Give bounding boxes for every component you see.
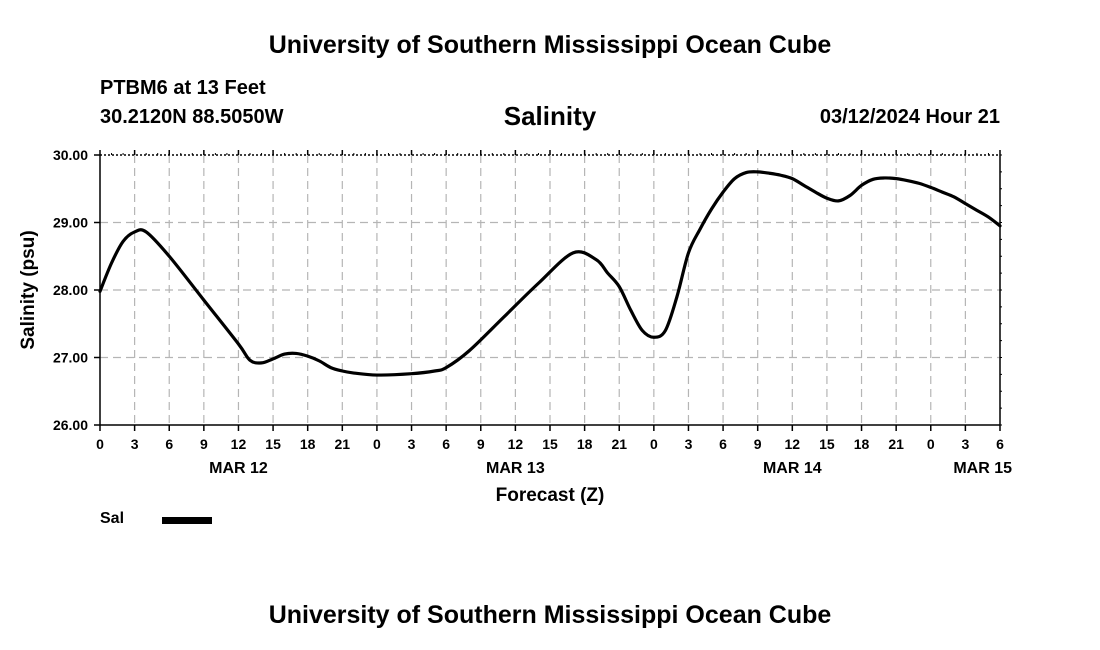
x-tick-label: 0 [927, 436, 935, 452]
page-title: University of Southern Mississippi Ocean… [268, 31, 832, 59]
x-tick-label: 21 [888, 436, 904, 452]
date-label: MAR 12 [209, 460, 268, 477]
x-tick-label: 15 [819, 436, 835, 452]
x-tick-label: 9 [200, 436, 208, 452]
x-tick-label: 15 [265, 436, 281, 452]
y-tick-label: 27.00 [53, 350, 88, 366]
salinity-series-line [98, 170, 1002, 377]
x-tick-label: 18 [300, 436, 316, 452]
x-tick-label: 12 [785, 436, 801, 452]
x-tick-label: 3 [685, 436, 693, 452]
x-tick-label: 3 [408, 436, 416, 452]
station-label: PTBM6 at 13 Feet [100, 77, 266, 99]
coordinates-label: 30.2120N 88.5050W [100, 106, 284, 128]
y-axis-label: Salinity (psu) [18, 230, 39, 349]
x-tick-label: 0 [373, 436, 381, 452]
x-axis-label: Forecast (Z) [496, 485, 605, 506]
x-tick-label: 18 [577, 436, 593, 452]
x-tick-label: 3 [961, 436, 969, 452]
y-tick-label: 29.00 [53, 215, 88, 231]
legend-swatch [162, 517, 212, 524]
x-tick-label: 6 [442, 436, 450, 452]
x-tick-label: 18 [854, 436, 870, 452]
x-tick-label: 6 [719, 436, 727, 452]
footer-title: University of Southern Mississippi Ocean… [268, 601, 832, 629]
y-tick-label: 26.00 [53, 417, 88, 433]
legend-label: Sal [100, 510, 125, 527]
x-tick-label: 21 [611, 436, 627, 452]
x-tick-label: 9 [754, 436, 762, 452]
date-label: MAR 14 [763, 460, 822, 477]
x-tick-label: 6 [996, 436, 1004, 452]
x-tick-label: 15 [542, 436, 558, 452]
x-tick-label: 0 [650, 436, 658, 452]
x-tick-label: 12 [231, 436, 247, 452]
x-tick-label: 12 [508, 436, 524, 452]
x-tick-label: 3 [131, 436, 139, 452]
x-tick-label: 21 [335, 436, 351, 452]
x-tick-label: 0 [96, 436, 104, 452]
chart-title: Salinity [503, 101, 597, 131]
x-tick-label: 9 [477, 436, 485, 452]
y-tick-label: 28.00 [53, 282, 88, 298]
x-tick-label: 6 [165, 436, 173, 452]
y-tick-label: 30.00 [53, 147, 88, 163]
datetime-label: 03/12/2024 Hour 21 [819, 106, 1000, 128]
date-label: MAR 13 [486, 460, 545, 477]
date-label: MAR 15 [953, 460, 1012, 477]
